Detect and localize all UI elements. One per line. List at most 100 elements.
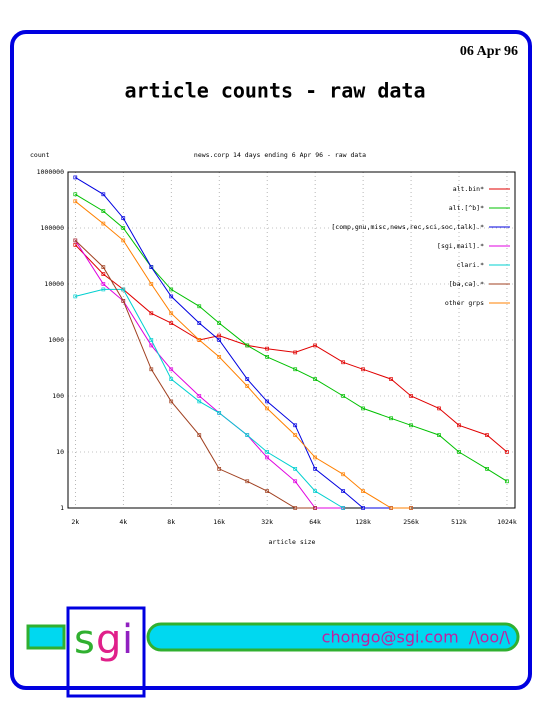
- point: [149, 343, 154, 348]
- point: [149, 311, 154, 316]
- point: [389, 416, 393, 421]
- point: [101, 282, 106, 286]
- point: [437, 406, 441, 411]
- x-tick-label: 16k: [213, 518, 225, 526]
- point: [217, 467, 222, 471]
- legend-label: alt.[^b]*: [449, 204, 484, 212]
- point: [197, 338, 202, 342]
- point: [313, 489, 317, 493]
- point: [293, 433, 298, 437]
- y-tick-label: 10: [56, 448, 64, 456]
- legend-label: [sgi,mail].*: [437, 242, 484, 250]
- slide-title: article counts - raw data: [124, 79, 425, 103]
- point: [149, 265, 154, 269]
- series-line: [74, 200, 411, 509]
- series-line: [75, 288, 344, 509]
- y-tick-label: 1000: [48, 336, 64, 344]
- point: [101, 272, 106, 276]
- point: [217, 333, 222, 338]
- legend-label: clari.*: [457, 261, 484, 269]
- y-tick-label: 10000: [44, 280, 64, 288]
- y-tick-label: 1: [60, 504, 64, 512]
- logo-i: i: [122, 617, 133, 663]
- point: [197, 433, 202, 437]
- point: [101, 209, 106, 213]
- series-line: [74, 240, 344, 509]
- point: [389, 506, 393, 510]
- point: [457, 450, 461, 454]
- point: [121, 238, 126, 243]
- point: [169, 399, 174, 404]
- point: [313, 467, 317, 471]
- point: [293, 479, 298, 484]
- point: [73, 238, 78, 243]
- point: [265, 489, 269, 493]
- point: [245, 479, 250, 484]
- point: [409, 423, 413, 428]
- contact: chongo@sgi.com /\oo/\: [322, 628, 511, 647]
- point: [361, 367, 365, 372]
- point: [217, 411, 222, 415]
- point: [169, 367, 174, 372]
- point: [341, 489, 346, 493]
- point: [265, 355, 269, 359]
- point: [505, 450, 509, 454]
- point: [101, 287, 106, 292]
- x-tick-label: 128k: [355, 518, 371, 526]
- point: [169, 321, 174, 325]
- point: [457, 423, 461, 428]
- point: [293, 423, 298, 428]
- y-tick-label: 100: [52, 392, 64, 400]
- point: [361, 506, 365, 510]
- point: [505, 479, 509, 484]
- point: [121, 226, 126, 230]
- point: [293, 367, 298, 372]
- point: [101, 265, 106, 269]
- point: [313, 377, 317, 381]
- point: [169, 377, 174, 381]
- point: [293, 350, 298, 355]
- point: [169, 294, 174, 299]
- point: [197, 304, 202, 309]
- point: [217, 338, 222, 342]
- point: [293, 467, 298, 471]
- point: [341, 360, 346, 365]
- series-line: [75, 176, 411, 509]
- x-axis-label: article size: [269, 538, 316, 546]
- plot: 1 10 100 1000 10000 100000 1000000 2k 4k 8k 16k 32k…: [37, 168, 517, 526]
- logo-box: [66, 606, 146, 698]
- point: [245, 433, 250, 437]
- point: [73, 243, 78, 247]
- point: [169, 287, 174, 292]
- point: [341, 506, 346, 510]
- point: [73, 199, 78, 204]
- legend-label: [comp,gnu,misc,news,rec,sci,soc,talk].*: [331, 223, 484, 231]
- point: [293, 506, 298, 510]
- slide-border: [10, 30, 532, 690]
- point: [409, 394, 413, 398]
- logo-s: s: [74, 617, 95, 663]
- x-tick-label: 8k: [167, 518, 175, 526]
- contact-bar: [146, 622, 520, 652]
- x-tick-label: 4k: [119, 518, 127, 526]
- point: [217, 321, 222, 325]
- plot-frame: [67, 171, 516, 509]
- legend-label: other grps: [445, 299, 484, 307]
- point: [341, 472, 346, 477]
- point: [149, 367, 154, 372]
- point: [197, 394, 202, 398]
- y-tick-label: 1000000: [37, 168, 64, 176]
- chart-title: news.corp 14 days ending 6 Apr 96 - raw …: [194, 151, 366, 159]
- series-line: [74, 240, 316, 509]
- point: [101, 221, 106, 226]
- logo-block: [26, 624, 66, 650]
- point: [265, 450, 269, 454]
- point: [341, 394, 346, 398]
- x-tick-label: 1024k: [497, 518, 517, 526]
- point: [437, 433, 441, 437]
- point: [485, 467, 489, 471]
- point: [361, 406, 365, 411]
- point: [265, 399, 269, 404]
